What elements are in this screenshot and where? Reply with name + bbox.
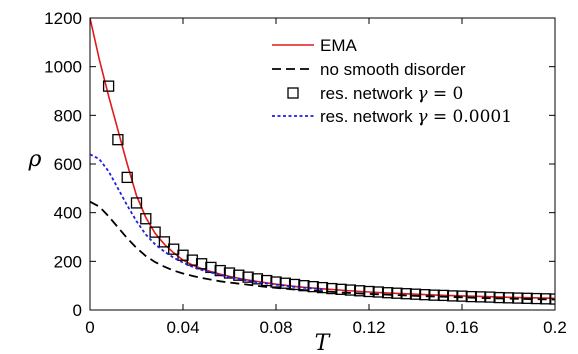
x-tick-label: 0.16 [445,318,478,337]
data-point-square [316,281,329,294]
data-point-square [456,290,468,302]
data-point-square [493,291,505,304]
data-point-square [474,291,487,303]
x-tick-label: 0.04 [166,318,199,337]
data-point-square [168,243,180,255]
x-tick-label: 0.08 [259,318,292,337]
legend-label: res. network γ = 0.0001 [320,107,512,127]
data-point-square [372,286,384,298]
y-tick-label: 200 [54,252,82,271]
data-point-square [363,285,375,298]
data-point-square [512,292,524,304]
plot-area [89,17,556,311]
data-point-square [502,292,515,304]
data-point-square [121,171,133,184]
x-axis-label: T [315,331,332,354]
y-axis-label: ρ [28,147,42,172]
data-point-square [391,287,403,299]
data-point-square [549,293,555,305]
data-point-square [158,236,171,248]
data-point-square [465,290,477,303]
x-tick-label: 0 [85,318,94,337]
data-point-square [307,280,319,293]
data-point-square [521,292,533,304]
data-point-square [540,293,552,305]
data-point-square [484,291,496,303]
data-point-square [233,269,245,281]
series-layer [90,18,555,305]
legend-label: no smooth disorder [320,60,466,79]
y-tick-label: 0 [73,301,82,320]
legend: EMA no smooth disorder res. network γ = 0 r… [272,36,512,127]
data-point-square [112,134,124,146]
data-point-square [195,258,208,270]
series-line-3 [90,153,323,291]
data-point-square [214,264,226,277]
x-tick-label: 0.12 [352,318,385,337]
data-point-square [354,285,366,297]
data-point-square [326,282,338,295]
legend-label: res. network γ = 0 [320,84,463,104]
data-point-square [428,289,440,301]
data-point-square [140,213,152,225]
legend-marker-square [287,87,299,99]
data-point-square [270,276,282,288]
data-point-square [437,289,450,302]
data-point-square [186,254,198,266]
data-point-square [419,289,431,301]
data-point-square [400,288,412,300]
data-point-square [344,284,357,296]
legend-label: EMA [320,36,358,55]
data-point-square [251,273,264,285]
data-point-square [409,288,422,300]
data-point-square [205,261,217,274]
data-point-square [242,271,254,283]
data-point-square [447,290,459,302]
tick-layer: 0 0.04 0.08 0.12 0.16 0.2 0 200 400 600 800 1000 120… [44,9,567,337]
data-point-square [530,292,543,305]
y-tick-label: 600 [54,155,82,174]
x-tick-label: 0.2 [543,318,567,337]
data-point-square [335,283,347,295]
y-tick-label: 1000 [44,58,82,77]
data-point-square [298,280,310,292]
y-tick-label: 1200 [44,9,82,28]
data-point-square [149,226,161,238]
data-point-square [130,197,143,209]
data-point-square [102,80,115,92]
y-tick-label: 800 [54,106,82,125]
data-point-square [288,278,301,291]
data-point-square [279,277,291,289]
data-point-square [261,274,273,287]
y-tick-label: 400 [54,204,82,223]
data-point-square [381,287,394,299]
